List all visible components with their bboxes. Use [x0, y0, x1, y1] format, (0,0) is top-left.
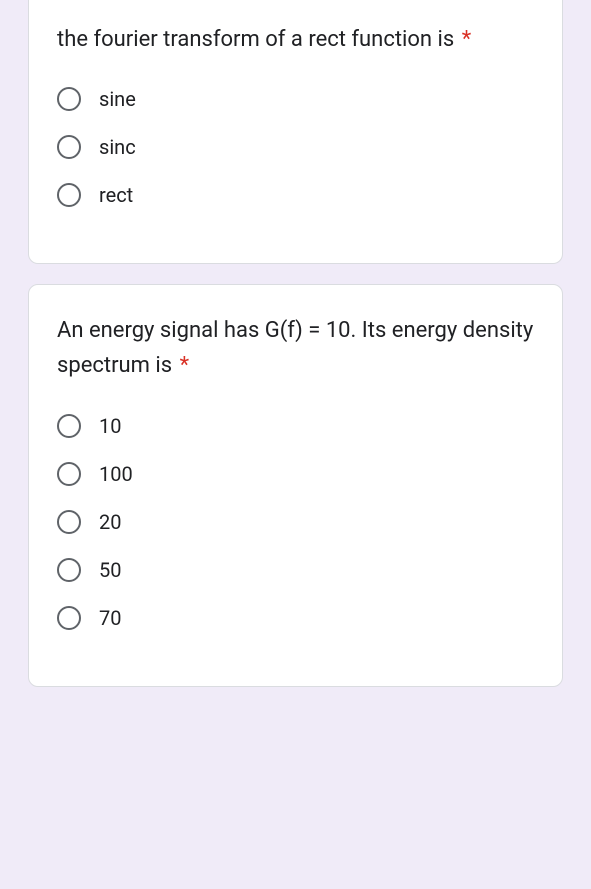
radio-option[interactable]: sine [57, 87, 534, 111]
radio-icon [57, 606, 81, 630]
question-text: An energy signal has G(f) = 10. Its ener… [57, 313, 534, 383]
option-label: rect [99, 183, 133, 207]
radio-option[interactable]: 10 [57, 414, 534, 438]
radio-option[interactable]: 50 [57, 558, 534, 582]
required-asterisk: * [178, 353, 189, 378]
radio-icon [57, 558, 81, 582]
question-text-content: the fourier transform of a rect function… [57, 27, 454, 52]
required-asterisk: * [460, 27, 471, 52]
radio-icon [57, 414, 81, 438]
question-card: the fourier transform of a rect function… [28, 0, 563, 264]
radio-option[interactable]: sinc [57, 135, 534, 159]
radio-option[interactable]: 70 [57, 606, 534, 630]
radio-icon [57, 462, 81, 486]
question-text-content: An energy signal has G(f) = 10. Its ener… [57, 318, 533, 378]
option-label: 50 [99, 558, 121, 582]
option-label: 70 [99, 606, 121, 630]
radio-icon [57, 183, 81, 207]
radio-icon [57, 87, 81, 111]
radio-icon [57, 135, 81, 159]
radio-icon [57, 510, 81, 534]
option-label: 20 [99, 510, 121, 534]
option-label: 100 [99, 462, 133, 486]
radio-option[interactable]: 20 [57, 510, 534, 534]
option-label: 10 [99, 414, 121, 438]
option-label: sinc [99, 135, 136, 159]
radio-option[interactable]: rect [57, 183, 534, 207]
question-text: the fourier transform of a rect function… [57, 22, 534, 57]
radio-option[interactable]: 100 [57, 462, 534, 486]
option-label: sine [99, 87, 136, 111]
question-card: An energy signal has G(f) = 10. Its ener… [28, 284, 563, 686]
